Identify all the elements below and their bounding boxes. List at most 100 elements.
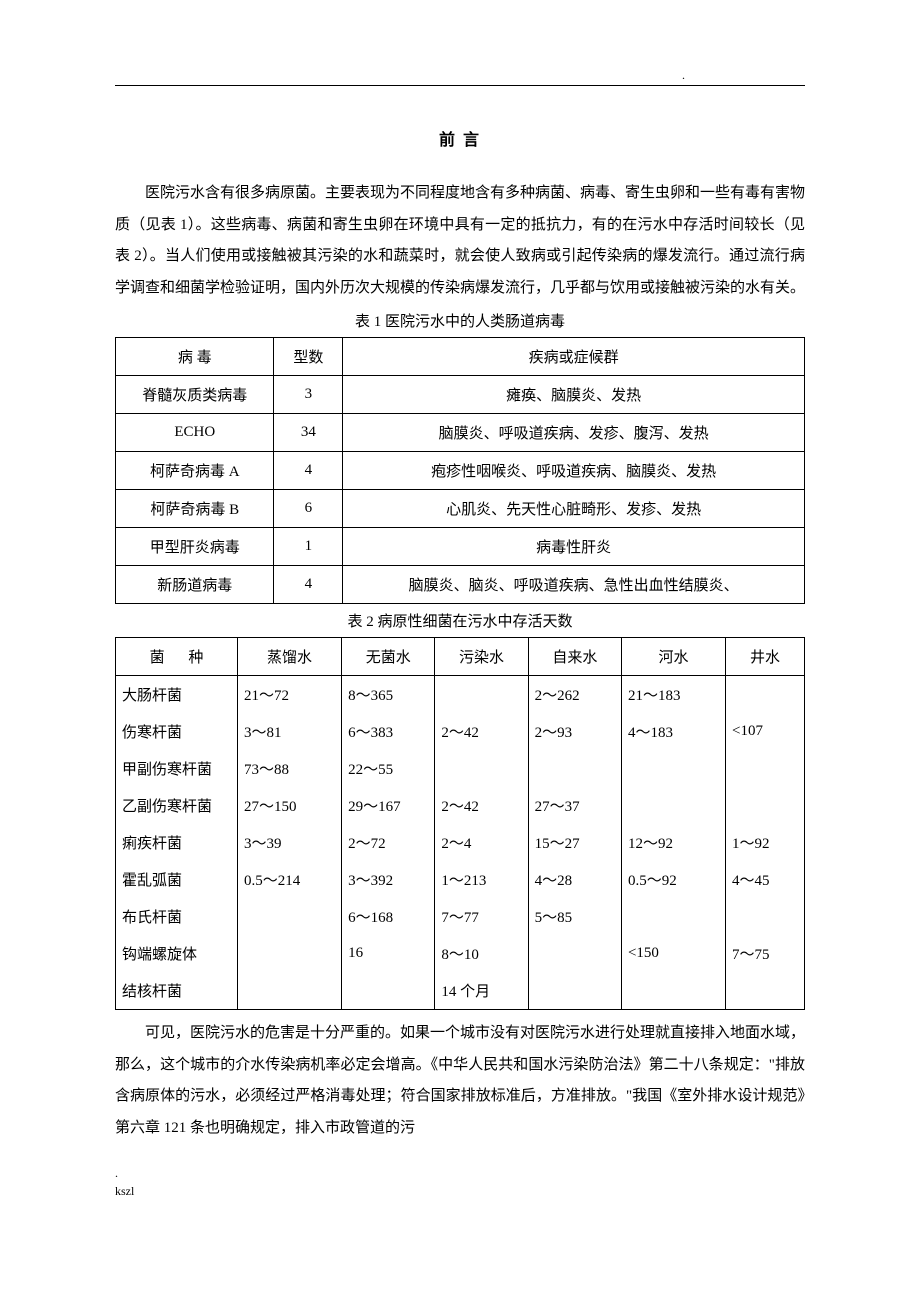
table2-cell: 2～72: [342, 824, 435, 861]
table2-row: 结核杆菌 14 个月: [116, 972, 805, 1010]
table2-cell: 5～85: [528, 898, 621, 935]
table2-cell: 4～183: [621, 713, 725, 750]
table1-cell: 1: [274, 528, 343, 566]
table2-cell: [726, 898, 805, 935]
table1-cell: 脊髓灰质类病毒: [116, 376, 274, 414]
table2-cell: 27～37: [528, 787, 621, 824]
footer-dot: .: [115, 1164, 805, 1182]
table2-cell: 22～55: [342, 750, 435, 787]
table2-cell: [238, 935, 342, 972]
table2-row: 霍乱弧菌0.5～2143～3921～2134～280.5～924～45: [116, 861, 805, 898]
table2-cell: 霍乱弧菌: [116, 861, 238, 898]
table2-row: 大肠杆菌21～728～365 2～26221～183: [116, 676, 805, 714]
table1-cell: 34: [274, 414, 343, 452]
table1-cell: 瘫痪、脑膜炎、发热: [343, 376, 805, 414]
table2-cell: 4～45: [726, 861, 805, 898]
table2-cell: 结核杆菌: [116, 972, 238, 1010]
table2-cell: 7～75: [726, 935, 805, 972]
table2-cell: 2～262: [528, 676, 621, 714]
table1-row: 柯萨奇病毒 A4疱疹性咽喉炎、呼吸道疾病、脑膜炎、发热: [116, 452, 805, 490]
table2-cell: 1～213: [435, 861, 528, 898]
table2-header-tap: 自来水: [528, 638, 621, 676]
table2-cell: 1～92: [726, 824, 805, 861]
table2-cell: [435, 750, 528, 787]
table2-cell: [726, 787, 805, 824]
table2-cell: [726, 972, 805, 1010]
table1-header-disease: 疾病或症候群: [343, 338, 805, 376]
table1-header-virus: 病 毒: [116, 338, 274, 376]
table2-header-sterile: 无菌水: [342, 638, 435, 676]
table1-cell: ECHO: [116, 414, 274, 452]
table1-cell: 4: [274, 566, 343, 604]
table1-cell: 心肌炎、先天性心脏畸形、发疹、发热: [343, 490, 805, 528]
table2-cell: 6～383: [342, 713, 435, 750]
table2-cell: 痢疾杆菌: [116, 824, 238, 861]
table1-header-type: 型数: [274, 338, 343, 376]
table2-header-well: 井水: [726, 638, 805, 676]
table2-cell: [726, 676, 805, 714]
table2-cell: [621, 750, 725, 787]
table2-cell: 2～93: [528, 713, 621, 750]
table1: 病 毒 型数 疾病或症候群 脊髓灰质类病毒3瘫痪、脑膜炎、发热ECHO34脑膜炎…: [115, 337, 805, 604]
table1-cell: 脑膜炎、脑炎、呼吸道疾病、急性出血性结膜炎、: [343, 566, 805, 604]
table2-cell: [238, 972, 342, 1010]
table2-cell: 8～10: [435, 935, 528, 972]
table1-cell: 新肠道病毒: [116, 566, 274, 604]
table2-cell: 甲副伤寒杆菌: [116, 750, 238, 787]
footer-code: kszl: [115, 1182, 805, 1200]
table2-cell: <150: [621, 935, 725, 972]
table2-cell: 伤寒杆菌: [116, 713, 238, 750]
table2-cell: [621, 787, 725, 824]
table2-row: 痢疾杆菌3～392～722～415～2712～921～92: [116, 824, 805, 861]
table1-cell: 甲型肝炎病毒: [116, 528, 274, 566]
table2-row: 甲副伤寒杆菌73～8822～55: [116, 750, 805, 787]
table2-cell: 8～365: [342, 676, 435, 714]
table2-cell: [621, 898, 725, 935]
table1-cell: 病毒性肝炎: [343, 528, 805, 566]
table2-cell: [238, 898, 342, 935]
table2-cell: [435, 676, 528, 714]
header-rule: [115, 85, 805, 86]
table2-cell: 3～392: [342, 861, 435, 898]
table1-row: ECHO34脑膜炎、呼吸道疾病、发疹、腹泻、发热: [116, 414, 805, 452]
table2-cell: 21～72: [238, 676, 342, 714]
table2-row: 乙副伤寒杆菌27～15029～1672～4227～37: [116, 787, 805, 824]
table2-header-river: 河水: [621, 638, 725, 676]
table2-cell: 21～183: [621, 676, 725, 714]
footer: . kszl: [115, 1164, 805, 1200]
table2-cell: 15～27: [528, 824, 621, 861]
table1-cell: 疱疹性咽喉炎、呼吸道疾病、脑膜炎、发热: [343, 452, 805, 490]
table2-cell: [528, 750, 621, 787]
table2-cell: 73～88: [238, 750, 342, 787]
table2-caption: 表 2 病原性细菌在污水中存活天数: [115, 610, 805, 631]
table2-cell: 3～81: [238, 713, 342, 750]
table2-header-row: 菌 种 蒸馏水 无菌水 污染水 自来水 河水 井水: [116, 638, 805, 676]
table2-cell: 布氏杆菌: [116, 898, 238, 935]
table1-cell: 柯萨奇病毒 A: [116, 452, 274, 490]
table2-header-polluted: 污染水: [435, 638, 528, 676]
document-page: 前 言 医院污水含有很多病原菌。主要表现为不同程度地含有多种病菌、病毒、寄生虫卵…: [0, 0, 920, 1230]
table2-cell: [528, 972, 621, 1010]
table2-cell: 0.5～92: [621, 861, 725, 898]
table2-cell: 14 个月: [435, 972, 528, 1010]
table1-row: 脊髓灰质类病毒3瘫痪、脑膜炎、发热: [116, 376, 805, 414]
table1-cell: 脑膜炎、呼吸道疾病、发疹、腹泻、发热: [343, 414, 805, 452]
table2-cell: 6～168: [342, 898, 435, 935]
table1-row: 柯萨奇病毒 B6心肌炎、先天性心脏畸形、发疹、发热: [116, 490, 805, 528]
table1-caption: 表 1 医院污水中的人类肠道病毒: [115, 310, 805, 331]
table2-cell: 2～42: [435, 787, 528, 824]
table2-header-distilled: 蒸馏水: [238, 638, 342, 676]
closing-paragraph: 可见，医院污水的危害是十分严重的。如果一个城市没有对医院污水进行处理就直接排入地…: [115, 1018, 805, 1144]
table2-cell: 3～39: [238, 824, 342, 861]
table2-cell: 12～92: [621, 824, 725, 861]
table2-cell: [726, 750, 805, 787]
table2-cell: 大肠杆菌: [116, 676, 238, 714]
table2-cell: 27～150: [238, 787, 342, 824]
table2-cell: 0.5～214: [238, 861, 342, 898]
table1-cell: 3: [274, 376, 343, 414]
table2-cell: 2～4: [435, 824, 528, 861]
table2: 菌 种 蒸馏水 无菌水 污染水 自来水 河水 井水 大肠杆菌21～728～365…: [115, 637, 805, 1010]
table2-cell: 2～42: [435, 713, 528, 750]
table2-cell: [621, 972, 725, 1010]
table2-header-species: 菌 种: [116, 638, 238, 676]
